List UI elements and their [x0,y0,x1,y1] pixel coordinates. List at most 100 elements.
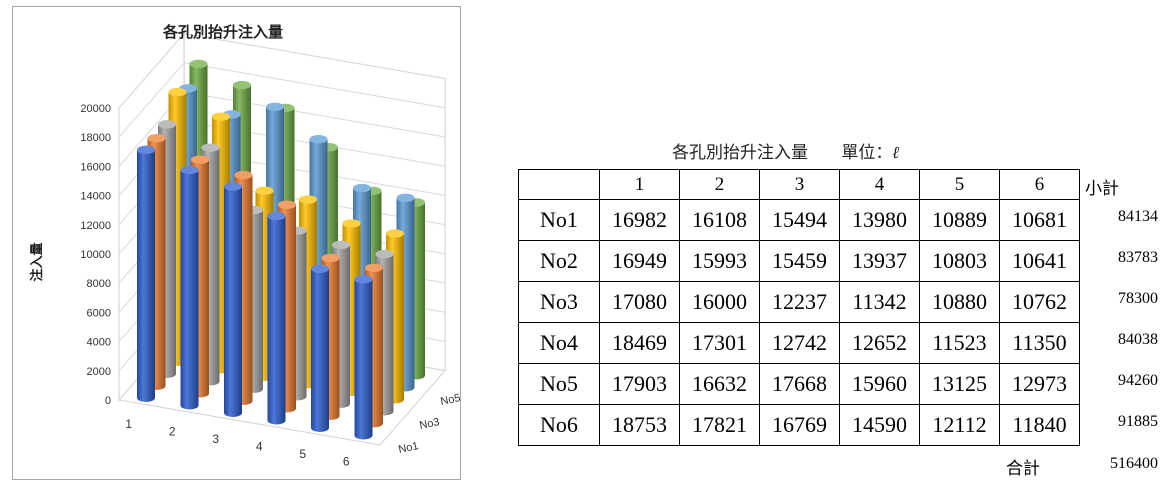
table-caption: 各孔別抬升注入量 單位：ℓ [672,138,900,163]
row-label: No1 [518,199,600,241]
bar-top-No5-5 [353,183,371,193]
depth-tick-label: No5 [439,392,460,408]
table-cell: 17301 [679,322,760,364]
table-cell: 17903 [599,363,680,405]
bar-top-No1-1 [137,145,155,155]
y-tick-label: 18000 [80,132,111,144]
row-subtotal: 78300 [1118,290,1158,307]
column-header: 3 [759,169,840,200]
table-cell: 14590 [839,404,920,446]
bar-top-No2-6 [365,263,383,273]
depth-tick-label: No1 [397,440,419,456]
bar-No1-1 [137,149,155,402]
bar-top-No3-6 [375,249,394,259]
x-tick-label: 3 [212,432,219,446]
bar-top-No1-3 [224,182,242,191]
bar-top-No4-5 [342,219,361,228]
table-cell: 16000 [679,281,760,323]
table-cell: 10803 [919,240,1000,282]
bar-top-No2-3 [234,170,253,180]
table-cell: 16949 [599,240,680,282]
table-cell: 18753 [599,404,680,446]
table-row: No1 16982 16108 15494 13980 10889 10681 [518,199,1080,241]
y-axis-label: 注入量 [29,242,45,281]
column-header: 4 [839,169,920,200]
bar-top-No5-6 [396,193,415,203]
table-cell: 10762 [999,281,1080,323]
table-row: No5 17903 16632 17668 15960 13125 12973 [518,363,1080,405]
table-cell: 12237 [759,281,840,323]
bar-top-No1-2 [180,165,199,175]
bar-top-No4-2 [212,112,230,121]
y-tick-label: 10000 [80,249,111,261]
bar-top-No6-1 [189,59,208,69]
row-subtotal: 83783 [1118,249,1158,266]
bar-top-No1-6 [354,275,373,284]
table-cell: 11523 [919,322,1000,364]
total-label: 合計 [1006,459,1040,479]
bar-No1-3 [224,186,242,417]
x-tick-label: 2 [169,424,176,438]
table-title: 各孔別抬升注入量 [672,143,808,163]
bar-top-No2-2 [191,155,209,164]
total-value: 516400 [1110,455,1158,472]
table-cell: 11342 [839,281,920,323]
bar-top-No3-5 [332,240,350,250]
x-tick-label: 4 [256,439,263,453]
bar-top-No1-5 [311,264,329,273]
row-subtotal: 84038 [1118,331,1158,348]
row-subtotal: 84134 [1118,208,1158,225]
bar-top-No2-5 [321,253,340,263]
table-cell: 12652 [839,322,920,364]
unit-symbol: ℓ [892,143,900,163]
chart-panel: 0 2000 4000 6000 8000 10000 12000 14000 16000 180… [12,6,461,480]
table-cell: 15459 [759,240,840,282]
row-label: No4 [518,322,600,364]
table-cell: 16982 [599,199,680,241]
bar-top-No3-1 [158,120,176,129]
table-cell: 11350 [999,322,1080,364]
table-cell: 10641 [999,240,1080,282]
table-cell: 11840 [999,404,1080,446]
table-row: No4 18469 17301 12742 12652 11523 11350 [518,322,1080,364]
y-tick-label: 8000 [87,278,111,290]
table-cell: 12742 [759,322,840,364]
table-cell: 15993 [679,240,760,282]
y-tick-label: 0 [105,395,111,407]
bar-top-No4-3 [255,186,274,195]
y-tick-label: 4000 [87,337,111,349]
row-label: No2 [518,240,600,282]
bar-No1-4 [267,216,286,425]
column-header: 2 [679,169,760,200]
table-cell: 10889 [919,199,1000,241]
y-tick-label: 16000 [80,161,111,173]
unit-label: 單位： [841,143,893,163]
table-cell: 12112 [919,404,1000,446]
table-cell: 12973 [999,363,1080,405]
table-cell: 16632 [679,363,760,405]
y-tick-label: 20000 [80,103,111,115]
table-cell: 13980 [839,199,920,241]
y-tick-label: 12000 [80,220,111,232]
bar-top-No5-3 [266,102,284,111]
row-label: No3 [518,281,600,323]
table-cell: 17080 [599,281,680,323]
row-subtotal: 94260 [1118,372,1158,389]
table-cell: 17668 [759,363,840,405]
table-cell: 16108 [679,199,760,241]
table-cell: 17821 [679,404,760,446]
subtotal-header: 小計 [1085,179,1119,199]
column-header: 1 [599,169,680,200]
x-tick-label: 5 [299,447,306,461]
table-cell: 10681 [999,199,1080,241]
table-row: No3 17080 16000 12237 11342 10880 10762 [518,281,1080,323]
table-cell: 13125 [919,363,1000,405]
data-table: 1 2 3 4 5 6 No1 16982 16108 15494 13980 10889 10681 N… [518,169,1080,446]
bar-No1-6 [354,279,373,440]
y-tick-label: 14000 [80,191,111,203]
y-tick-label: 6000 [87,307,111,319]
table-row: No2 16949 15993 15459 13937 10803 10641 [518,240,1080,282]
column-header: 5 [919,169,1000,200]
table-cell: 13937 [839,240,920,282]
